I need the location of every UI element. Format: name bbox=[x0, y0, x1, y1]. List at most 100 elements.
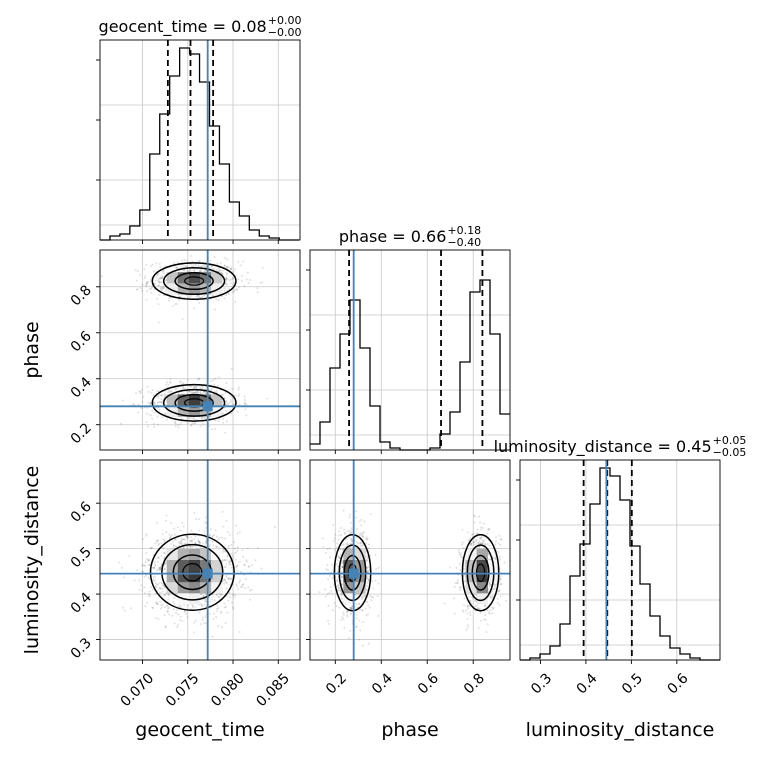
sample-point bbox=[197, 540, 200, 543]
sample-point bbox=[139, 392, 142, 395]
sample-point bbox=[328, 591, 331, 594]
sample-point bbox=[154, 402, 157, 405]
sample-point bbox=[322, 545, 325, 548]
sample-point bbox=[486, 532, 489, 535]
sample-point bbox=[208, 539, 211, 542]
sample-point bbox=[318, 591, 321, 594]
sample-point bbox=[223, 558, 226, 561]
sample-point bbox=[163, 593, 166, 596]
sample-point bbox=[203, 603, 206, 606]
sample-point bbox=[359, 629, 362, 632]
title-phase: phase = 0.66 +0.18−0.40 bbox=[339, 224, 481, 249]
sample-point bbox=[121, 399, 124, 402]
sample-point bbox=[172, 600, 175, 603]
sample-point bbox=[332, 584, 335, 587]
sample-point bbox=[161, 606, 164, 609]
sample-point bbox=[497, 551, 500, 554]
sample-point bbox=[197, 518, 200, 521]
sample-point bbox=[178, 544, 181, 547]
sample-point bbox=[168, 390, 171, 393]
contour-line bbox=[184, 276, 205, 286]
sample-point bbox=[175, 612, 178, 615]
sample-point bbox=[145, 298, 148, 301]
sample-point bbox=[349, 521, 352, 524]
hist-luminosity-distance-frame bbox=[519, 459, 721, 661]
sample-point bbox=[217, 384, 220, 387]
sample-point bbox=[155, 600, 158, 603]
sample-point bbox=[198, 540, 201, 543]
sample-point bbox=[156, 539, 159, 542]
sample-point bbox=[152, 566, 155, 569]
sample-point bbox=[148, 595, 151, 598]
sample-point bbox=[179, 619, 182, 622]
sample-point bbox=[177, 604, 180, 607]
sample-point bbox=[217, 547, 220, 550]
sample-point bbox=[226, 558, 229, 561]
sample-point bbox=[223, 602, 226, 605]
sample-point bbox=[181, 259, 184, 262]
sample-point bbox=[246, 271, 249, 274]
sample-point bbox=[360, 518, 363, 521]
sample-point bbox=[236, 410, 239, 413]
sample-point bbox=[365, 588, 368, 591]
sample-point bbox=[179, 542, 182, 545]
sample-point bbox=[225, 382, 228, 385]
sample-point bbox=[145, 282, 148, 285]
sample-point bbox=[491, 590, 494, 593]
sample-point bbox=[195, 518, 198, 521]
xlabel-geocent-time: geocent_time bbox=[135, 719, 264, 741]
sample-point bbox=[261, 266, 264, 269]
sample-point bbox=[333, 548, 336, 551]
sample-point bbox=[208, 544, 211, 547]
sample-point bbox=[335, 605, 338, 608]
sample-point bbox=[212, 544, 215, 547]
density-cell bbox=[476, 548, 488, 561]
sample-point bbox=[486, 623, 489, 626]
sample-point bbox=[454, 582, 457, 585]
sample-point bbox=[498, 604, 501, 607]
sample-point bbox=[461, 543, 464, 546]
sample-point bbox=[225, 574, 228, 577]
sample-point bbox=[359, 545, 362, 548]
sample-point bbox=[243, 285, 246, 288]
sample-point bbox=[247, 565, 250, 568]
sample-point bbox=[225, 273, 228, 276]
sample-point bbox=[160, 400, 163, 403]
sample-point bbox=[232, 593, 235, 596]
sample-point bbox=[167, 607, 170, 610]
sample-point bbox=[162, 269, 165, 272]
sample-point bbox=[185, 269, 188, 272]
sample-point bbox=[336, 542, 339, 545]
sample-point bbox=[341, 566, 344, 569]
sample-point bbox=[333, 602, 336, 605]
sample-point bbox=[141, 283, 144, 286]
sample-point bbox=[350, 607, 353, 610]
sample-point bbox=[367, 578, 370, 581]
sample-point bbox=[233, 403, 236, 406]
sample-point bbox=[337, 584, 340, 587]
sample-point bbox=[185, 418, 188, 421]
sample-point bbox=[225, 294, 228, 297]
density-cell bbox=[166, 571, 178, 583]
sample-point bbox=[171, 614, 174, 617]
sample-point bbox=[236, 549, 239, 552]
sample-point bbox=[224, 392, 227, 395]
sample-point bbox=[346, 615, 349, 618]
sample-point bbox=[230, 267, 233, 270]
sample-point bbox=[478, 540, 481, 543]
sample-point bbox=[231, 606, 234, 609]
sample-point bbox=[225, 582, 228, 585]
sample-point bbox=[370, 599, 373, 602]
joint-phase-vs-luminosity-distance-frame bbox=[309, 459, 511, 661]
sample-point bbox=[168, 297, 171, 300]
sample-point bbox=[135, 392, 138, 395]
sample-point bbox=[169, 390, 172, 393]
density-cell bbox=[200, 272, 212, 284]
sample-point bbox=[345, 614, 348, 617]
sample-point bbox=[473, 515, 476, 518]
sample-point bbox=[201, 417, 204, 420]
sample-point bbox=[458, 551, 461, 554]
sample-point bbox=[184, 259, 187, 262]
sample-point bbox=[250, 564, 253, 567]
sample-point bbox=[166, 391, 169, 394]
